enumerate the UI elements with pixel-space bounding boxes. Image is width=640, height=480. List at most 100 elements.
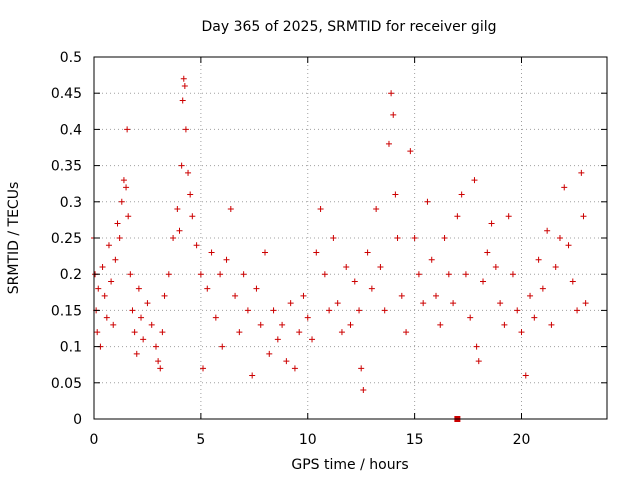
data-point bbox=[509, 271, 516, 278]
data-point bbox=[535, 256, 542, 263]
data-point bbox=[565, 242, 572, 249]
data-point bbox=[433, 292, 439, 299]
data-point bbox=[129, 307, 136, 314]
data-point bbox=[185, 169, 192, 176]
x-tick-label: 5 bbox=[196, 432, 205, 448]
data-point bbox=[95, 285, 102, 292]
data-point bbox=[556, 235, 563, 241]
data-point bbox=[244, 307, 251, 314]
data-point bbox=[176, 227, 183, 234]
data-point bbox=[522, 372, 529, 379]
data-point bbox=[262, 249, 268, 256]
data-point bbox=[467, 314, 474, 321]
data-point bbox=[388, 90, 395, 97]
data-point bbox=[373, 206, 380, 213]
data-point bbox=[480, 278, 487, 285]
y-tick-label: 0.15 bbox=[51, 303, 82, 319]
data-point bbox=[296, 329, 303, 336]
data-point bbox=[403, 329, 410, 336]
y-tick-label: 0.45 bbox=[51, 86, 82, 102]
data-point bbox=[180, 75, 187, 82]
data-point bbox=[101, 292, 108, 299]
y-tick-label: 0.05 bbox=[51, 376, 82, 392]
data-point bbox=[212, 314, 219, 321]
tick-labels: 0 0.05 0.1 0.15 0.2 0.25 0.3 0.35 0.4 0.45 0.5 0 5 10… bbox=[51, 50, 531, 448]
data-point bbox=[161, 292, 168, 299]
data-point bbox=[561, 184, 568, 191]
data-point bbox=[152, 343, 159, 350]
data-point bbox=[475, 358, 482, 365]
data-point bbox=[377, 263, 384, 270]
data-point bbox=[411, 235, 418, 241]
data-point bbox=[514, 307, 521, 314]
data-point bbox=[304, 314, 311, 321]
data-point bbox=[454, 213, 461, 220]
data-point bbox=[539, 285, 546, 292]
data-point bbox=[99, 263, 106, 270]
data-point bbox=[120, 177, 127, 184]
data-point bbox=[392, 191, 399, 198]
data-point bbox=[473, 343, 480, 350]
data-point bbox=[484, 249, 491, 256]
data-point bbox=[356, 307, 363, 314]
x-tick-label: 20 bbox=[513, 432, 531, 448]
data-point bbox=[165, 271, 172, 278]
data-point bbox=[181, 82, 188, 89]
data-point bbox=[249, 372, 256, 379]
data-point bbox=[492, 263, 499, 270]
data-point bbox=[118, 198, 125, 205]
data-point bbox=[240, 271, 247, 278]
data-point bbox=[548, 321, 555, 328]
data-point bbox=[334, 300, 341, 307]
data-point bbox=[219, 343, 226, 350]
data-point bbox=[187, 191, 194, 198]
x-tick-label: 10 bbox=[299, 432, 317, 448]
data-point bbox=[360, 387, 367, 394]
data-point bbox=[287, 300, 294, 307]
data-point bbox=[232, 292, 239, 299]
data-point bbox=[458, 191, 465, 198]
data-point bbox=[544, 227, 551, 234]
data-point bbox=[518, 329, 525, 336]
data-point bbox=[159, 329, 166, 336]
data-point bbox=[170, 235, 177, 241]
data-point bbox=[343, 263, 350, 270]
data-point bbox=[424, 198, 431, 205]
data-point bbox=[114, 220, 121, 227]
data-point bbox=[200, 365, 207, 372]
data-point bbox=[326, 307, 333, 314]
data-point bbox=[574, 307, 581, 314]
data-point bbox=[445, 271, 452, 278]
data-point bbox=[415, 271, 422, 278]
data-point bbox=[182, 126, 189, 133]
data-point bbox=[569, 278, 576, 285]
data-point bbox=[309, 336, 316, 343]
data-point bbox=[124, 126, 131, 133]
data-point bbox=[291, 365, 298, 372]
data-point bbox=[127, 271, 134, 278]
data-point bbox=[179, 97, 186, 104]
data-point bbox=[94, 329, 101, 336]
data-point bbox=[189, 213, 196, 220]
data-point bbox=[236, 329, 243, 336]
chart-title: Day 365 of 2025, SRMTID for receiver gil… bbox=[202, 19, 497, 35]
x-tick-label: 15 bbox=[406, 432, 424, 448]
y-tick-label: 0.35 bbox=[51, 159, 82, 175]
data-point bbox=[358, 365, 365, 372]
data-point bbox=[330, 235, 337, 241]
data-point bbox=[125, 213, 132, 220]
data-point bbox=[450, 300, 457, 307]
data-point bbox=[174, 206, 181, 213]
x-tick-label: 0 bbox=[90, 432, 99, 448]
data-point bbox=[351, 278, 358, 285]
data-points bbox=[91, 75, 589, 422]
y-tick-label: 0 bbox=[73, 412, 82, 428]
data-point bbox=[208, 249, 215, 256]
data-point bbox=[108, 278, 115, 285]
y-axis-label: SRMTID / TECUs bbox=[6, 182, 22, 295]
data-point bbox=[197, 271, 204, 278]
data-point bbox=[488, 220, 495, 227]
data-point bbox=[148, 321, 155, 328]
data-point bbox=[217, 271, 224, 278]
